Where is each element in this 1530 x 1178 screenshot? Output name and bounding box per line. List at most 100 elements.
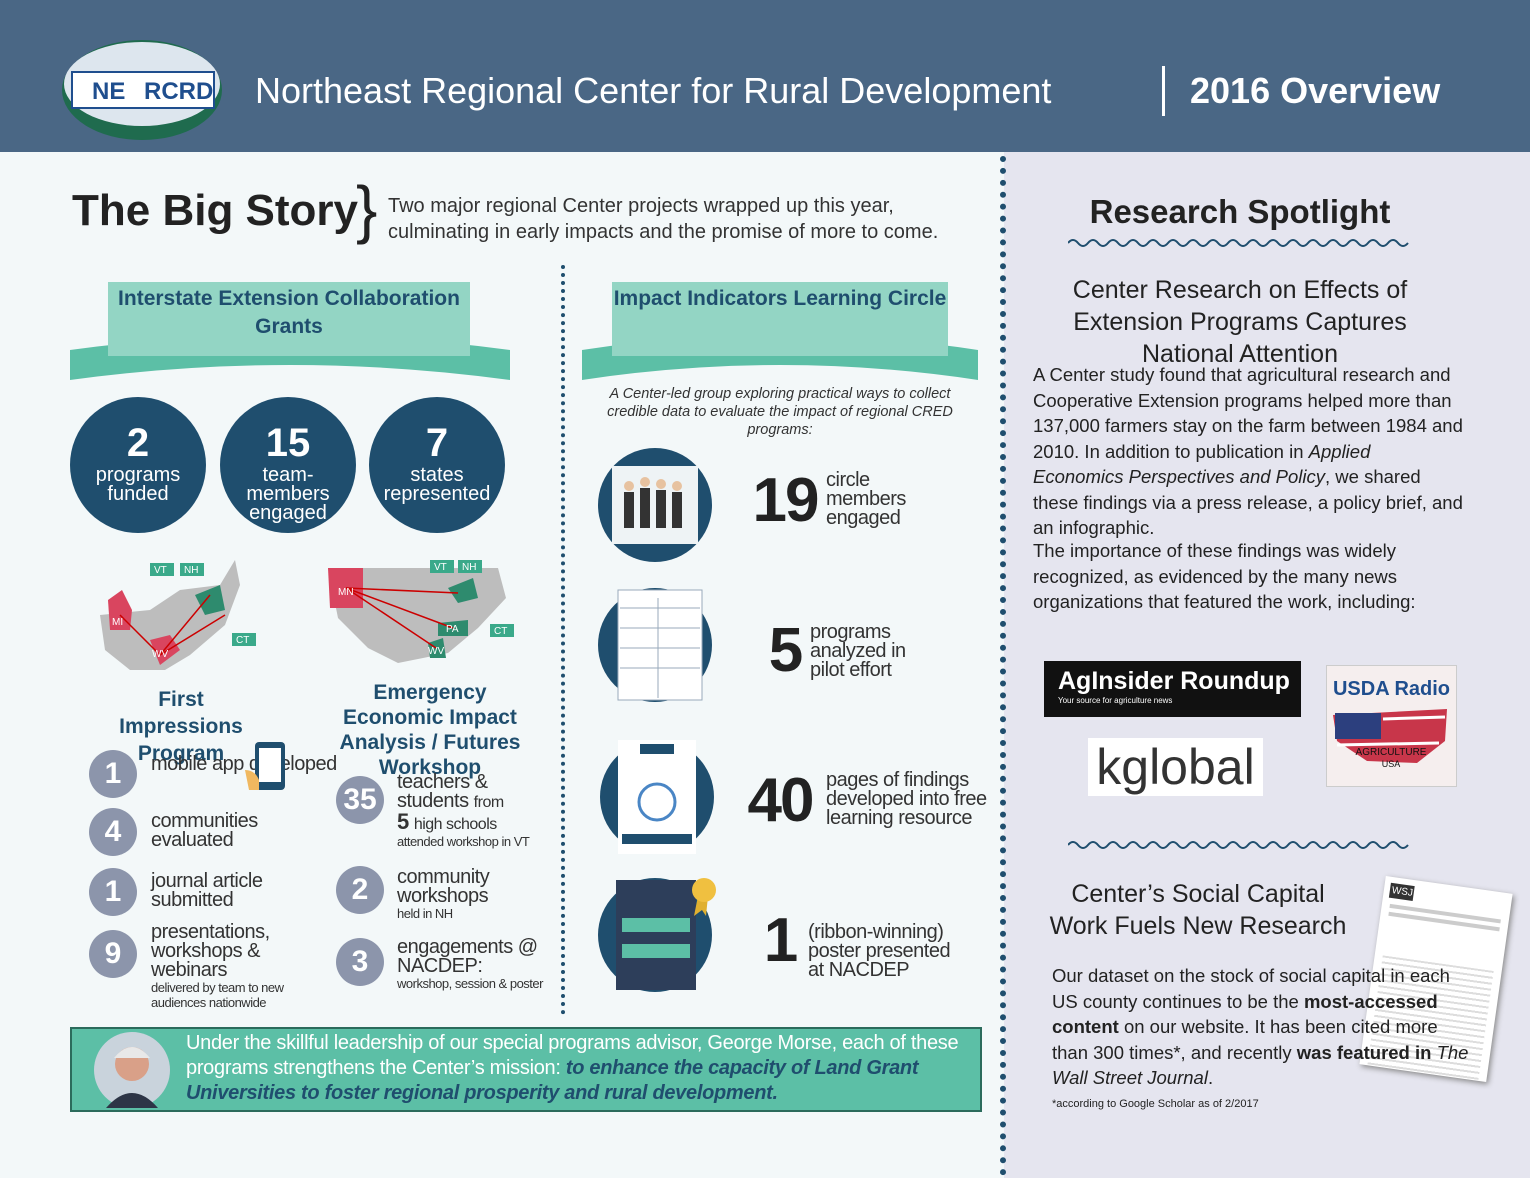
stat-label: team-members engaged [246, 464, 330, 524]
stat-circle: 7 states represented [369, 397, 505, 533]
item-text: teachers & students from 5 high schools at… [397, 772, 557, 849]
impact-number: 19 [752, 466, 820, 535]
item-connector: from [473, 794, 505, 811]
usda-logo: USDA Radio AGRICULTURE USA [1326, 665, 1457, 787]
map-label: VT [434, 562, 447, 573]
big-story-title: The Big Story [72, 186, 359, 235]
impact-text: (ribbon-winning) poster presented at NAC… [808, 921, 951, 981]
text: on our website. It has been cited more t… [1052, 1016, 1438, 1063]
flag-text: AGRICULTURE [1356, 747, 1427, 758]
clip-label: WSJ [1388, 882, 1415, 901]
map-label: MN [338, 587, 354, 598]
logo-text: USDA Radio [1332, 678, 1451, 700]
stat-number: 15 [265, 421, 311, 465]
text: , we shared these findings via a press r… [1033, 466, 1463, 538]
impact-number: 40 [747, 766, 815, 835]
divider [1162, 66, 1165, 116]
item-inner-number: 5 [397, 809, 409, 834]
map-label: WV [152, 649, 168, 660]
map-right: VT NH MN PA CT WV [328, 560, 514, 663]
leadership-box [70, 1027, 982, 1112]
flag-text: USA [1382, 759, 1401, 769]
journal: The Wall Street Journal [1052, 1041, 1469, 1089]
header-title: Northeast Regional Center for Rural Deve… [255, 70, 1052, 111]
header [0, 0, 1530, 152]
item-text: community workshops held in NH [397, 867, 507, 921]
map-label: NH [462, 562, 476, 573]
item-number: 1 [89, 750, 137, 798]
map-label: CT [236, 635, 249, 646]
journal: Applied Economics Perspectives and Polic… [1033, 440, 1371, 488]
article-paragraph: The importance of these findings was wid… [1033, 540, 1416, 612]
text: A Center study found that agricultural r… [1033, 364, 1463, 462]
item-inner-text: high schools [413, 816, 497, 833]
item-number: 35 [336, 776, 384, 824]
map-label: NH [184, 565, 198, 576]
research-title: Research Spotlight [1089, 193, 1391, 230]
leadership-text: Under the skillful leadership of our spe… [186, 1032, 959, 1079]
item-text: engagements @ NACDEP: [397, 936, 538, 977]
item-note: held in NH [397, 906, 453, 921]
icon-circle [598, 588, 712, 702]
program-title: Emergency Economic Impact Analysis / Fut… [339, 681, 521, 779]
item-text: communities evaluated [151, 810, 258, 851]
stat-label: programs funded [95, 464, 181, 505]
icon-circle [598, 448, 712, 562]
impact-text: pages of findings developed into free le… [826, 769, 987, 829]
logo: NE RCRD [62, 40, 222, 140]
icon-circle [600, 740, 714, 854]
icon-circle [598, 878, 712, 992]
stat-label: states represented [383, 464, 491, 505]
stat-number: 7 [425, 421, 449, 465]
wave [1068, 239, 1409, 247]
item-number: 9 [89, 930, 137, 978]
phone-icon [245, 742, 285, 790]
item-note: workshop, session & poster [397, 976, 543, 991]
impact-number: 5 [768, 616, 803, 685]
logo-text: AgInsider Roundup [1058, 667, 1290, 695]
program-title: First Impressions Program [119, 688, 243, 765]
footnote: *according to Google Scholar as of 2/201… [1052, 1098, 1259, 1110]
item-note: delivered by team to new audiences natio… [151, 980, 284, 1010]
wave [1068, 841, 1409, 849]
article-heading: Center’s Social Capital Work Fuels New R… [1049, 880, 1347, 940]
logo-right: RCRD [144, 78, 213, 105]
map-label: CT [494, 626, 507, 637]
logo-tag: Your source for agriculture news [1058, 696, 1173, 705]
item-text: presentations, workshops & webinars [151, 921, 270, 981]
item-number: 1 [89, 868, 137, 916]
article-heading: Center Research on Effects of Extension … [1072, 276, 1408, 368]
stat-circle: 2 programs funded [70, 397, 206, 533]
header-subtitle: 2016 Overview [1190, 70, 1441, 111]
impact-number: 1 [763, 906, 798, 975]
map-label: VT [154, 565, 167, 576]
item-text: mobile app developed [151, 753, 337, 775]
stat-number: 2 [126, 421, 150, 465]
stat-circle: 15 team-members engaged [220, 397, 356, 533]
aginsider-logo: AgInsider Roundup Your source for agricul… [1044, 661, 1301, 717]
article-paragraph: A Center study found that agricultural r… [1033, 362, 1463, 541]
text: Our dataset on the stock of social capit… [1052, 965, 1450, 1012]
item-text: presentations, workshops & webinars deliv… [151, 921, 301, 1010]
map-left: VT NH MI CT WV [100, 560, 256, 670]
emphasis: most-accessed content [1052, 990, 1438, 1038]
panel-divider [1000, 156, 1006, 1176]
item-note: attended workshop in VT [397, 834, 530, 849]
brace: } [356, 173, 378, 245]
article-paragraph: Our dataset on the stock of social capit… [1052, 963, 1472, 1091]
item-number: 3 [336, 938, 384, 986]
impact-intro: A Center-led group exploring practical w… [607, 386, 953, 438]
map-label: MI [112, 617, 123, 628]
item-text: journal article submitted [151, 870, 263, 911]
kglobal-logo: kglobal [1088, 738, 1263, 796]
grants-banner: Interstate Extension Collaboration Grant… [108, 282, 470, 356]
text: . [1207, 1067, 1214, 1088]
map-label: PA [446, 624, 459, 635]
item-number: 4 [89, 808, 137, 856]
item-number: 2 [336, 866, 384, 914]
impact-banner: Impact Indicators Learning Circle [612, 282, 948, 356]
map-label: WV [428, 646, 444, 657]
leadership-text: Under the skillful leadership of our spe… [186, 1031, 981, 1106]
portrait [94, 1032, 170, 1108]
mission: to enhance the capacity of Land Grant Un… [186, 1057, 919, 1104]
